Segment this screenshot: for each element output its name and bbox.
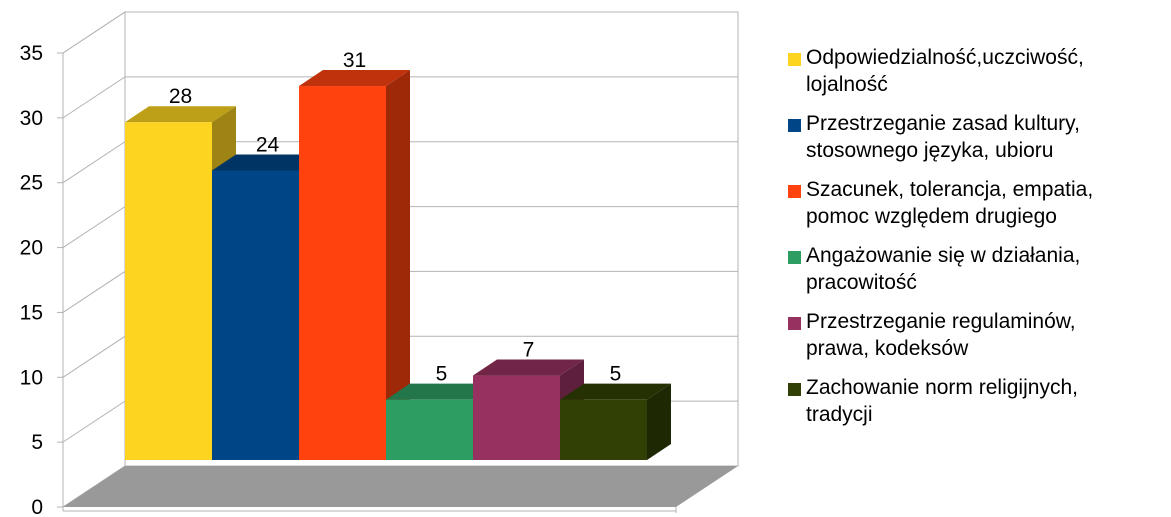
bar xyxy=(125,122,212,460)
legend-swatch xyxy=(788,251,801,264)
bar xyxy=(473,375,560,460)
legend-label: Angażowanie się w działania, pracowitość xyxy=(806,244,1081,294)
y-tick-label: 15 xyxy=(20,301,43,324)
bar-side xyxy=(647,383,671,460)
bar-top xyxy=(560,383,671,400)
bar xyxy=(212,170,299,460)
bar xyxy=(299,86,386,460)
bar-top xyxy=(386,383,497,400)
y-tick-label: 0 xyxy=(31,496,43,517)
legend-label: Zachowanie norm religijnych, tradycji xyxy=(806,376,1078,426)
chart-legend: Odpowiedzialność,uczciwość, lojalność Prz… xyxy=(788,44,1168,440)
bar-top xyxy=(125,106,236,123)
bar xyxy=(386,399,473,460)
bar-top xyxy=(212,154,323,171)
legend-item: Angażowanie się w działania, pracowitość xyxy=(788,242,1168,308)
y-tick-label: 5 xyxy=(31,431,43,454)
legend-item: Odpowiedzialność,uczciwość, lojalność xyxy=(788,44,1168,110)
y-tick-label: 35 xyxy=(20,42,43,65)
bar-side xyxy=(386,70,410,460)
legend-label: Szacunek, tolerancja, empatia, pomoc wzg… xyxy=(806,178,1094,228)
data-label: 31 xyxy=(343,49,366,72)
legend-swatch xyxy=(788,53,801,66)
side-wall xyxy=(62,11,126,508)
legend-label: Przestrzeganie zasad kultury, stosownego… xyxy=(806,112,1080,162)
y-tick-label: 25 xyxy=(20,172,43,195)
legend-item: Zachowanie norm religijnych, tradycji xyxy=(788,374,1168,440)
gridline xyxy=(62,76,738,119)
legend-swatch xyxy=(788,383,801,396)
data-label: 24 xyxy=(256,133,280,156)
legend-item: Szacunek, tolerancja, empatia, pomoc wzg… xyxy=(788,176,1168,242)
bar-chart: 0 5 10 15 20 25 30 35 28 24 31 5 7 5 xyxy=(20,11,739,517)
bar xyxy=(560,399,647,460)
legend-label: Przestrzeganie regulaminów, prawa, kodek… xyxy=(806,310,1076,360)
legend-swatch xyxy=(788,317,801,330)
data-label: 5 xyxy=(610,363,622,386)
legend-label: Odpowiedzialność,uczciwość, lojalność xyxy=(806,46,1084,96)
y-tick-label: 30 xyxy=(20,107,43,130)
floor xyxy=(63,466,738,507)
bar-top xyxy=(473,359,584,376)
y-tick-label: 10 xyxy=(20,366,43,389)
data-label: 28 xyxy=(169,85,192,108)
legend-item: Przestrzeganie zasad kultury, stosownego… xyxy=(788,110,1168,176)
legend-swatch xyxy=(788,119,801,132)
data-label: 5 xyxy=(436,363,448,386)
legend-swatch xyxy=(788,185,801,198)
gridline xyxy=(62,11,738,54)
data-label: 7 xyxy=(523,339,535,362)
y-tick-label: 20 xyxy=(20,237,43,260)
legend-item: Przestrzeganie regulaminów, prawa, kodek… xyxy=(788,308,1168,374)
bar-top xyxy=(299,70,410,87)
